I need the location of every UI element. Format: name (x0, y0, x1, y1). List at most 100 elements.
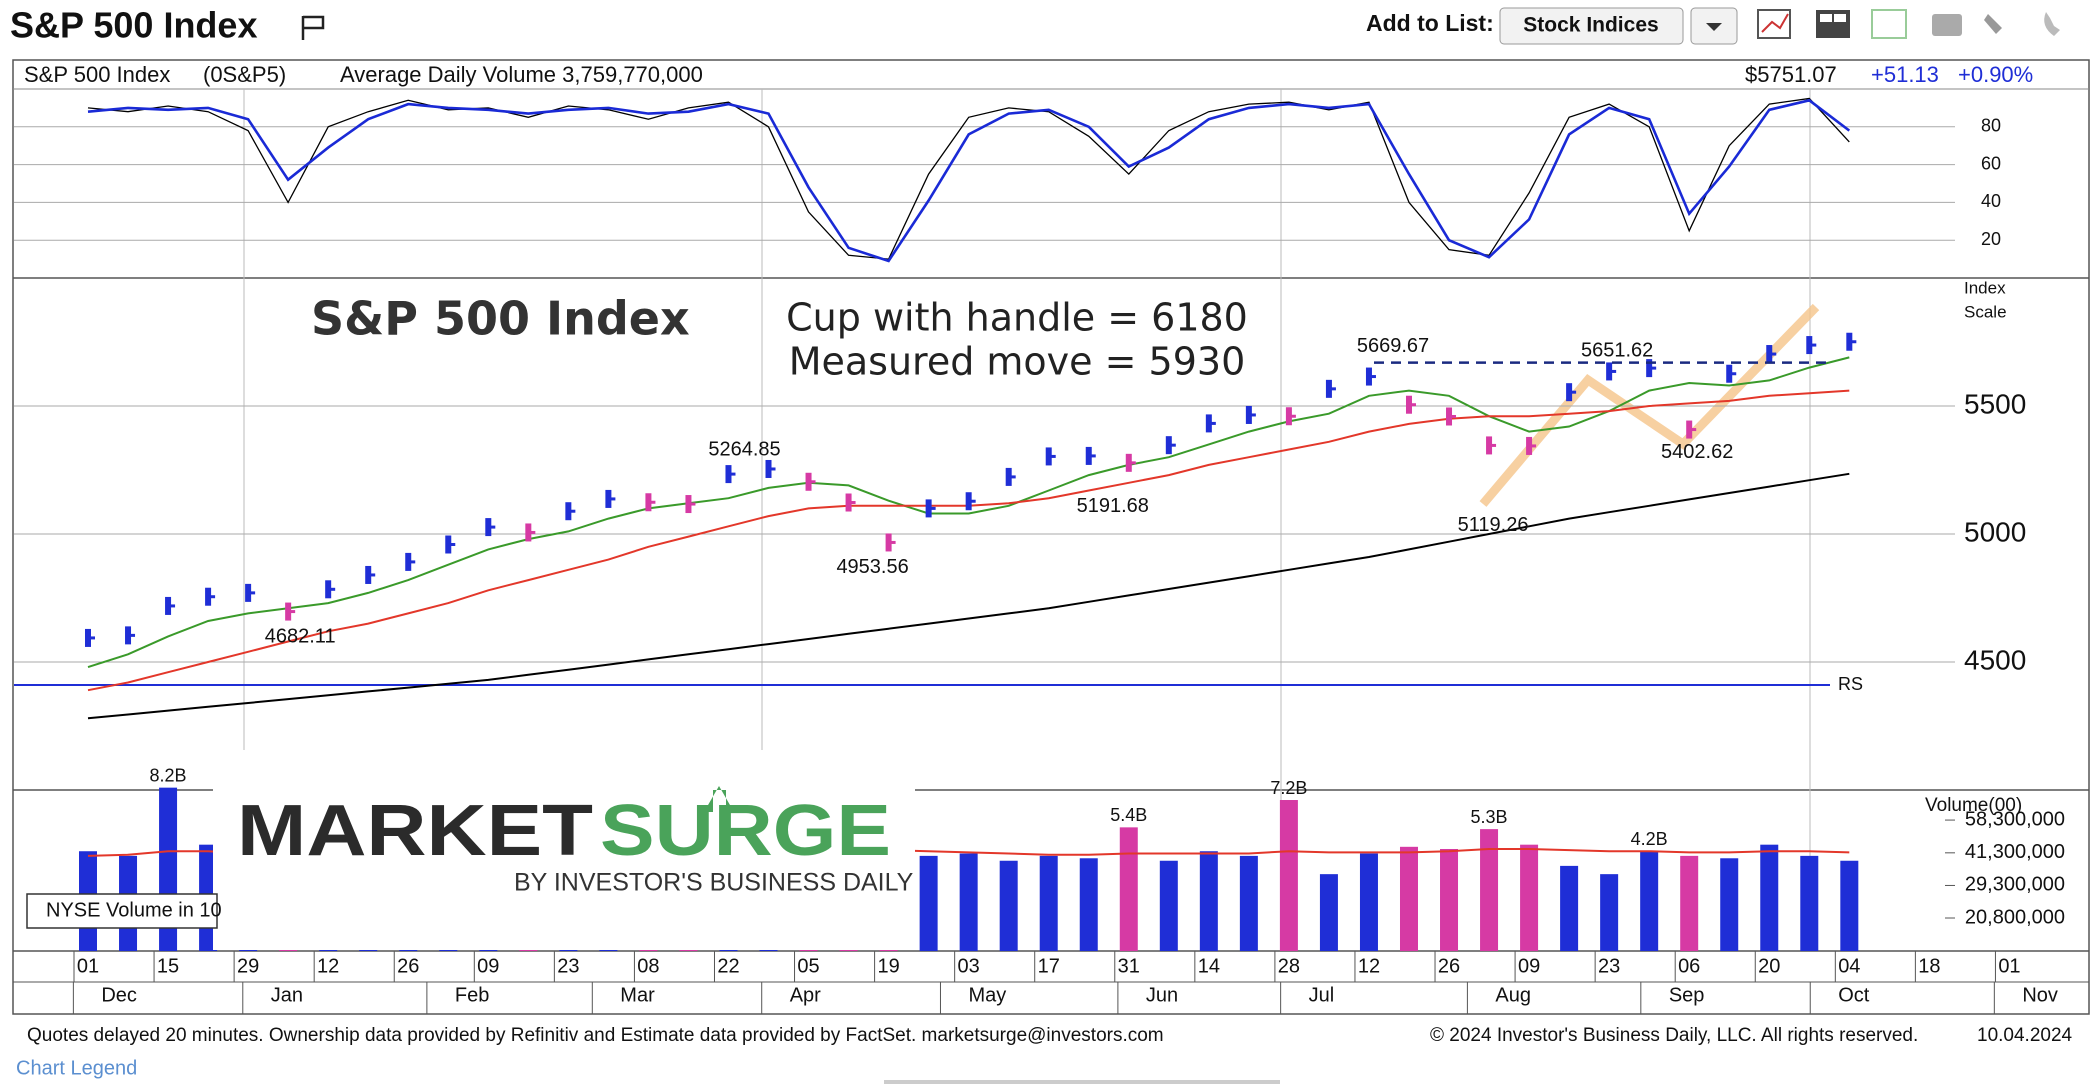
layout-icon-cell (1820, 14, 1832, 22)
price-close-tick (928, 506, 936, 510)
phone-icon[interactable] (2044, 12, 2060, 36)
x-tick-label: 01 (77, 955, 99, 977)
price-close-tick (408, 560, 416, 564)
series-line (87, 98, 1851, 263)
volume-label: 8.2B (150, 765, 187, 785)
volume-box (26, 893, 218, 929)
list-button[interactable] (1499, 7, 1684, 45)
volume-bar (1680, 855, 1699, 951)
price-close-tick (1288, 414, 1296, 418)
price-close-tick (1368, 375, 1376, 379)
price-close-tick (1769, 352, 1777, 356)
x-tick-label: 05 (797, 955, 819, 977)
x-tick-label: 04 (1838, 955, 1860, 977)
month-label: Aug (1495, 984, 1531, 1006)
print-icon[interactable] (1932, 14, 1962, 36)
chart-icon[interactable] (1757, 9, 1791, 39)
volume-bar (1640, 851, 1659, 951)
price-close-tick (1128, 461, 1136, 465)
price-close-tick (1048, 454, 1056, 458)
volume-bar (1039, 855, 1058, 951)
y-tick-label: 20,800,000 (1965, 906, 2065, 928)
x-tick-label: 31 (1118, 955, 1140, 977)
y-tick-label: 5500 (1964, 388, 2026, 419)
price-close-tick (968, 499, 976, 503)
chart-icon-line (1761, 13, 1789, 33)
month-label: Dec (101, 984, 137, 1006)
price-close-tick (1168, 443, 1176, 447)
y-tick-label: 41,300,000 (1965, 841, 2065, 863)
chart-legend-link[interactable]: Chart Legend (16, 1057, 137, 1079)
price-close-tick (1729, 372, 1737, 376)
price-close-tick (1408, 403, 1416, 407)
price-label: 5264.85 (708, 438, 780, 460)
volume-axis-label: Volume(00) (1925, 795, 2022, 816)
volume-bar (1720, 858, 1739, 951)
x-tick-label: 26 (397, 955, 419, 977)
flag-icon[interactable] (301, 15, 325, 40)
volume-label: 5.3B (1471, 807, 1508, 827)
price-close-tick (488, 525, 496, 529)
info-symbol: (0S&P5) (203, 62, 286, 87)
y-tick-label: 29,300,000 (1965, 874, 2065, 896)
compare-icon[interactable] (1871, 9, 1907, 39)
x-tick-label: 23 (1598, 955, 1620, 977)
x-tick-label: 01 (1998, 955, 2020, 977)
price-close-tick (208, 595, 216, 599)
toolbar-icons (1757, 9, 2060, 39)
volume-bar (999, 860, 1018, 951)
price-close-tick (128, 633, 136, 637)
volume-bar (1159, 860, 1178, 951)
chart-note: Measured move = 5930 (789, 340, 1246, 384)
y-tick-label: 5000 (1964, 516, 2026, 547)
x-tick-label: 14 (1198, 955, 1220, 977)
price-close-tick (1328, 387, 1336, 391)
x-tick-label: 29 (237, 955, 259, 977)
month-label: Oct (1838, 984, 1870, 1006)
price-close-tick (608, 497, 616, 501)
price-close-tick (1489, 443, 1497, 447)
x-tick-label: 03 (958, 955, 980, 977)
month-label: Jun (1146, 984, 1178, 1006)
volume-bar (1079, 858, 1098, 951)
volume-bar (1399, 846, 1418, 951)
price-close-tick (288, 610, 296, 614)
price-close-tick (1208, 421, 1216, 425)
series-line (87, 97, 1850, 260)
add-to-list-label: Add to List: (1366, 10, 1494, 36)
price-close-tick (1449, 414, 1457, 418)
list-button-text[interactable]: Stock Indices (1523, 14, 1658, 37)
tools-icon[interactable] (1984, 14, 2002, 34)
volume-bar (1800, 855, 1819, 951)
x-tick-label: 23 (557, 955, 579, 977)
price-axis-label: Scale (1964, 302, 2007, 321)
price-close-tick (728, 472, 736, 476)
price-close-tick (1689, 428, 1697, 432)
dropdown-arrow (1706, 23, 1722, 31)
volume-label: 4.2B (1631, 829, 1668, 849)
chart-note: Cup with handle = 6180 (786, 296, 1248, 340)
x-tick-label: 09 (477, 955, 499, 977)
price-label: 4953.56 (836, 556, 908, 578)
y-tick-label: 20 (1981, 229, 2001, 249)
x-tick-label: 08 (637, 955, 659, 977)
series-line (87, 356, 1850, 669)
price-close-tick (1809, 343, 1817, 347)
volume-bar (1480, 829, 1499, 951)
month-label: Jul (1309, 984, 1335, 1006)
y-tick-label: 80 (1981, 116, 2001, 136)
rs-label: RS (1838, 674, 1863, 694)
logo-word: SURGE (600, 791, 891, 871)
volume-bar (1840, 860, 1859, 951)
price-label: 5119.26 (1458, 514, 1529, 536)
logo-arrow (704, 786, 734, 812)
price-close-tick (768, 467, 776, 471)
x-tick-label: 20 (1758, 955, 1780, 977)
volume-box-label: NYSE Volume in 10 (46, 899, 222, 921)
x-tick-label: 17 (1038, 955, 1060, 977)
footer-copyright: © 2024 Investor's Business Daily, LLC. A… (1430, 1025, 1918, 1046)
price-close-tick (248, 591, 256, 595)
volume-bar (1279, 800, 1298, 951)
month-label: Mar (620, 984, 655, 1006)
price-close-tick (568, 509, 576, 513)
